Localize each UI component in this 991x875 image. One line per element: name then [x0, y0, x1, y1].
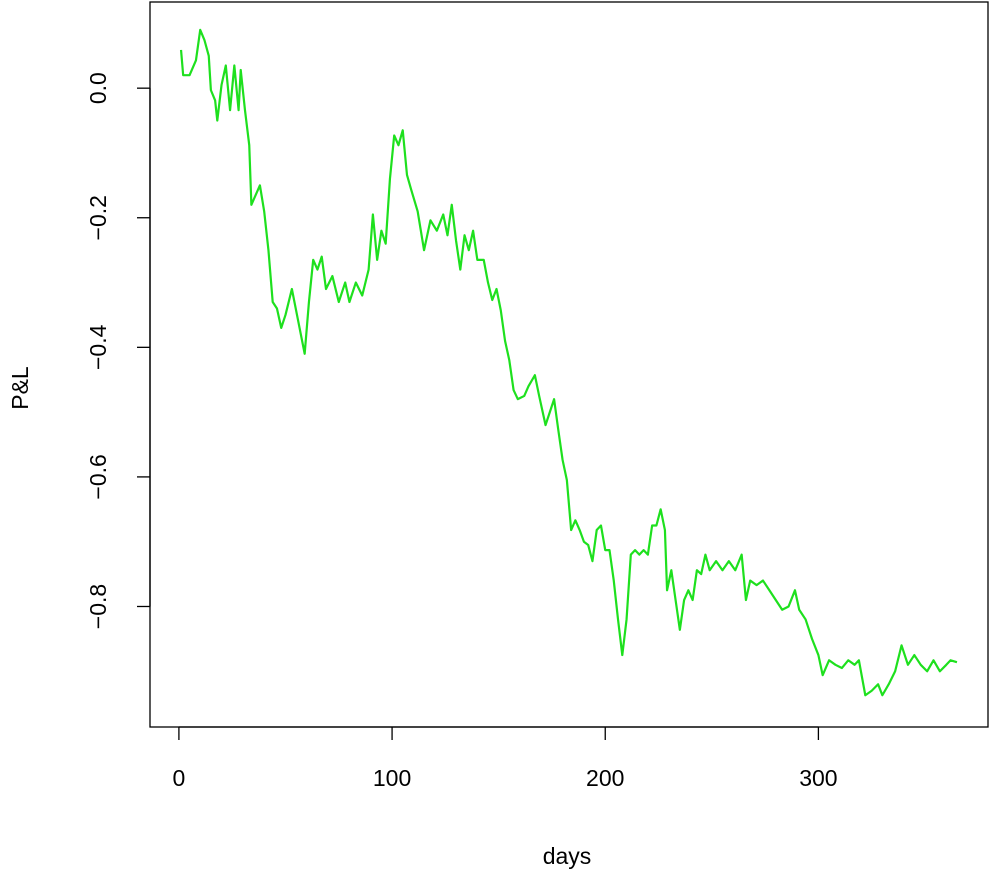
y-tick-label: 0.0: [85, 72, 111, 104]
x-axis-label: days: [543, 843, 592, 869]
plot-frame: [149, 1, 989, 728]
y-tick-label: −0.2: [85, 195, 111, 240]
x-tick-label: 100: [373, 765, 411, 791]
x-tick-label: 200: [586, 765, 624, 791]
y-tick-label: −0.6: [85, 454, 111, 499]
y-axis-label: P&L: [7, 366, 33, 410]
x-tick-label: 0: [173, 765, 186, 791]
y-tick-label: −0.8: [85, 584, 111, 629]
data-line: [179, 28, 958, 697]
y-tick-label: −0.4: [85, 324, 111, 370]
x-tick-label: 300: [799, 765, 837, 791]
